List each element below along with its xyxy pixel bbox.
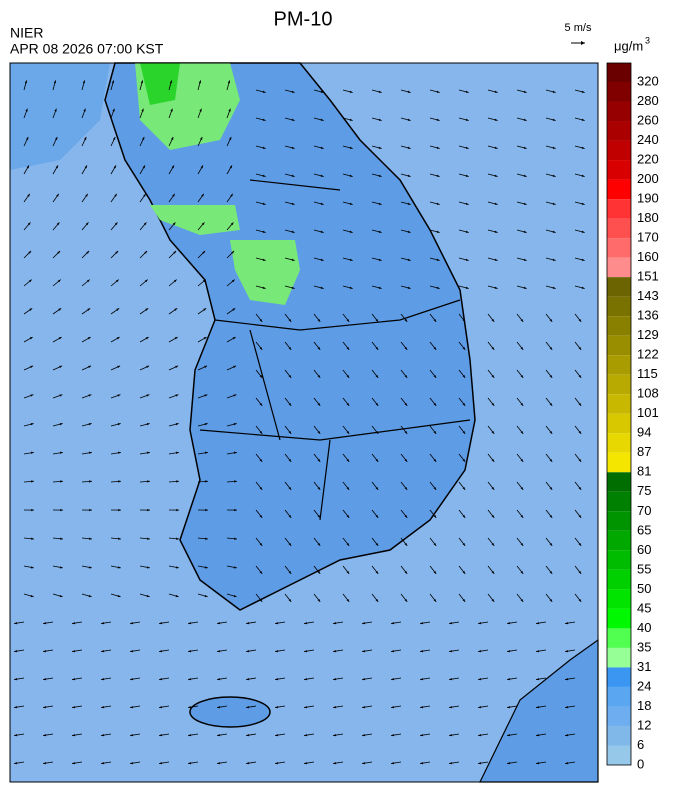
colorbar-segment bbox=[607, 433, 631, 453]
colorbar-segment bbox=[607, 375, 631, 395]
colorbar-segment bbox=[607, 511, 631, 531]
colorbar-segment bbox=[607, 589, 631, 609]
colorbar-label: 122 bbox=[637, 347, 659, 362]
source: NIER bbox=[10, 25, 43, 41]
colorbar-segment bbox=[607, 492, 631, 512]
colorbar-label: 75 bbox=[637, 483, 651, 498]
colorbar-segment bbox=[607, 297, 631, 317]
jeju-island bbox=[190, 697, 270, 727]
colorbar-label: 50 bbox=[637, 581, 651, 596]
colorbar-segment bbox=[607, 63, 631, 82]
colorbar-segment bbox=[607, 628, 631, 648]
colorbar-label: 18 bbox=[637, 698, 651, 713]
map bbox=[10, 63, 598, 782]
colorbar-segment bbox=[607, 472, 631, 492]
colorbar-label: 6 bbox=[637, 737, 644, 752]
colorbar-label: 45 bbox=[637, 600, 651, 615]
colorbar-label: 170 bbox=[637, 230, 659, 245]
colorbar-label: 180 bbox=[637, 210, 659, 225]
colorbar-segment bbox=[607, 141, 631, 161]
colorbar-label: 40 bbox=[637, 620, 651, 635]
colorbar-label: 108 bbox=[637, 386, 659, 401]
colorbar-segment bbox=[607, 531, 631, 551]
colorbar-segment bbox=[607, 316, 631, 336]
colorbar-label: 200 bbox=[637, 171, 659, 186]
colorbar-segment bbox=[607, 336, 631, 356]
colorbar-segment bbox=[607, 414, 631, 434]
colorbar-label: 94 bbox=[637, 425, 651, 440]
colorbar-segment bbox=[607, 160, 631, 180]
colorbar-segment bbox=[607, 277, 631, 297]
unit-exponent: 3 bbox=[645, 35, 650, 45]
colorbar-segment bbox=[607, 121, 631, 141]
colorbar-label: 160 bbox=[637, 249, 659, 264]
colorbar-segment bbox=[607, 180, 631, 200]
colorbar-segment bbox=[607, 726, 631, 746]
colorbar-label: 136 bbox=[637, 308, 659, 323]
colorbar-label: 87 bbox=[637, 444, 651, 459]
colorbar-segment bbox=[607, 453, 631, 473]
colorbar-label: 60 bbox=[637, 542, 651, 557]
colorbar-label: 55 bbox=[637, 561, 651, 576]
colorbar-segment bbox=[607, 238, 631, 258]
colorbar-label: 12 bbox=[637, 717, 651, 732]
title: PM-10 bbox=[274, 8, 333, 30]
colorbar-segment bbox=[607, 745, 631, 765]
colorbar-label: 101 bbox=[637, 405, 659, 420]
colorbar-label: 320 bbox=[637, 73, 659, 88]
colorbar-label: 240 bbox=[637, 132, 659, 147]
colorbar-segment bbox=[607, 550, 631, 570]
colorbar-segment bbox=[607, 219, 631, 239]
colorbar-segment bbox=[607, 609, 631, 629]
colorbar-label: 220 bbox=[637, 151, 659, 166]
colorbar-segment bbox=[607, 667, 631, 687]
wind-scale-arrowhead bbox=[581, 41, 585, 45]
colorbar-label: 31 bbox=[637, 659, 651, 674]
colorbar-segment bbox=[607, 102, 631, 122]
colorbar-segment bbox=[607, 258, 631, 278]
colorbar-label: 65 bbox=[637, 522, 651, 537]
colorbar-segment bbox=[607, 355, 631, 375]
colorbar-segment bbox=[607, 570, 631, 590]
colorbar-label: 24 bbox=[637, 678, 651, 693]
colorbar-label: 70 bbox=[637, 503, 651, 518]
wind-scale: 5 m/s bbox=[565, 22, 592, 34]
colorbar-segment bbox=[607, 82, 631, 102]
colorbar-label: 81 bbox=[637, 464, 651, 479]
colorbar-label: 0 bbox=[637, 756, 644, 771]
colorbar-segment bbox=[607, 394, 631, 414]
datetime: APR 08 2026 07:00 KST bbox=[10, 41, 164, 57]
colorbar-label: 143 bbox=[637, 288, 659, 303]
colorbar-label: 35 bbox=[637, 639, 651, 654]
colorbar-segment bbox=[607, 706, 631, 726]
colorbar-segment bbox=[607, 648, 631, 668]
unit: μg/m bbox=[614, 38, 643, 53]
colorbar: 3202802602402202001901801701601511431361… bbox=[607, 63, 659, 771]
colorbar-label: 129 bbox=[637, 327, 659, 342]
colorbar-label: 260 bbox=[637, 112, 659, 127]
colorbar-segment bbox=[607, 687, 631, 707]
colorbar-label: 190 bbox=[637, 191, 659, 206]
colorbar-segment bbox=[607, 199, 631, 219]
colorbar-label: 280 bbox=[637, 93, 659, 108]
colorbar-label: 151 bbox=[637, 269, 659, 284]
colorbar-label: 115 bbox=[637, 366, 658, 381]
